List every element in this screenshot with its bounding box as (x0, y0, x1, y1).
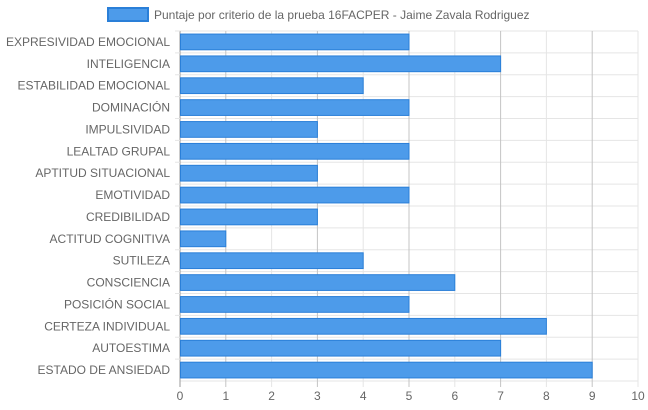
x-tick-label: 5 (406, 389, 413, 403)
category-labels: EXPRESIVIDAD EMOCIONAL INTELIGENCIA ESTABI… (6, 35, 170, 377)
x-tick-label: 4 (360, 389, 367, 403)
category-label: INTELIGENCIA (87, 57, 170, 71)
category-label: DOMINACIÓN (92, 100, 170, 115)
bar[interactable] (180, 274, 456, 291)
category-label: EMOTIVIDAD (95, 188, 170, 202)
bar[interactable] (180, 164, 318, 182)
x-tick-label: 10 (631, 389, 645, 403)
x-tick-label: 6 (451, 389, 458, 403)
bar[interactable] (180, 339, 502, 357)
category-label: IMPULSIVIDAD (85, 122, 170, 136)
x-tick-label: 9 (589, 389, 596, 403)
x-tick-label: 3 (314, 389, 321, 403)
bar[interactable] (180, 317, 547, 335)
category-label: CERTEZA INDIVIDUAL (44, 319, 170, 333)
x-tick-label: 7 (497, 389, 504, 403)
category-label: ESTADO DE ANSIEDAD (38, 363, 171, 377)
x-tick-label: 2 (268, 389, 275, 403)
x-tick-label: 1 (222, 389, 229, 403)
category-label: ESTABILIDAD EMOCIONAL (18, 79, 171, 93)
category-label: LEALTAD GRUPAL (67, 144, 171, 158)
bars (180, 33, 593, 379)
legend[interactable]: Puntaje por criterio de la prueba 16FACP… (107, 7, 530, 22)
category-label: POSICIÓN SOCIAL (64, 296, 170, 311)
category-label: ACTITUD COGNITIVA (50, 232, 170, 246)
bar[interactable] (180, 208, 318, 226)
legend-swatch (107, 7, 149, 22)
bar[interactable] (180, 252, 364, 270)
category-label: SUTILEZA (113, 254, 170, 268)
category-label: EXPRESIVIDAD EMOCIONAL (6, 35, 170, 49)
bar[interactable] (180, 186, 410, 204)
x-tick-label: 8 (543, 389, 550, 403)
bar[interactable] (180, 121, 318, 138)
bar[interactable] (180, 361, 593, 379)
x-tick-label: 0 (177, 389, 184, 403)
legend-label: Puntaje por criterio de la prueba 16FACP… (154, 8, 530, 22)
bar[interactable] (180, 296, 410, 313)
bar[interactable] (180, 99, 410, 116)
category-label: AUTOESTIMA (92, 341, 170, 355)
x-axis-tick-labels: 0 1 2 3 4 5 6 7 8 9 10 (177, 389, 645, 403)
bar[interactable] (180, 55, 502, 73)
category-label: CONSCIENCIA (87, 276, 170, 290)
bar[interactable] (180, 33, 410, 51)
bar[interactable] (180, 77, 364, 95)
bar[interactable] (180, 142, 410, 160)
category-label: APTITUD SITUACIONAL (35, 166, 170, 180)
category-label: CREDIBILIDAD (86, 210, 170, 224)
bar[interactable] (180, 230, 227, 248)
